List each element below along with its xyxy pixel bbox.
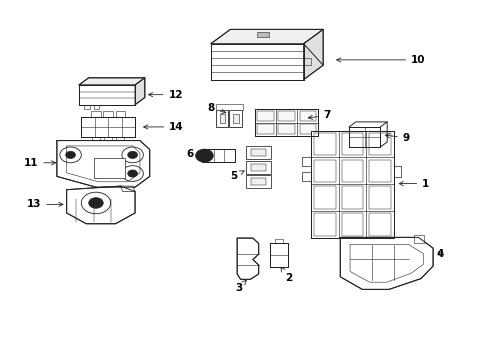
Bar xyxy=(233,114,239,123)
Bar xyxy=(216,110,228,127)
Bar xyxy=(257,125,273,134)
Text: 6: 6 xyxy=(187,149,202,159)
Bar xyxy=(342,186,364,209)
Circle shape xyxy=(66,151,75,158)
Bar xyxy=(246,146,271,159)
Bar xyxy=(94,105,99,109)
Text: 1: 1 xyxy=(399,179,429,189)
Text: 13: 13 xyxy=(26,199,63,210)
Bar xyxy=(278,125,294,134)
Bar xyxy=(92,137,100,142)
Bar xyxy=(314,133,336,155)
Text: 14: 14 xyxy=(144,122,184,132)
Bar xyxy=(251,178,266,185)
Polygon shape xyxy=(202,149,235,162)
Polygon shape xyxy=(340,237,433,289)
Circle shape xyxy=(196,149,213,162)
Bar xyxy=(369,186,391,209)
Bar xyxy=(369,213,391,236)
Text: 12: 12 xyxy=(148,90,183,100)
Text: 9: 9 xyxy=(386,133,410,143)
Bar xyxy=(94,158,125,178)
Bar xyxy=(91,111,101,117)
Circle shape xyxy=(68,153,73,157)
Text: 4: 4 xyxy=(437,248,444,258)
Bar xyxy=(216,104,243,110)
Text: 7: 7 xyxy=(308,111,331,121)
Bar xyxy=(275,239,283,243)
Polygon shape xyxy=(311,131,394,238)
Text: 2: 2 xyxy=(281,267,293,283)
Bar xyxy=(414,235,424,243)
Polygon shape xyxy=(121,186,135,192)
Circle shape xyxy=(128,151,138,158)
Polygon shape xyxy=(304,58,311,65)
Bar xyxy=(84,105,90,109)
Bar xyxy=(251,149,266,156)
Bar xyxy=(342,213,364,236)
Polygon shape xyxy=(255,109,318,136)
Bar xyxy=(246,161,271,174)
Circle shape xyxy=(128,170,138,177)
Text: 11: 11 xyxy=(24,158,56,168)
Bar xyxy=(342,159,364,182)
Bar xyxy=(314,159,336,182)
Bar xyxy=(246,175,271,188)
Polygon shape xyxy=(79,85,135,105)
Bar xyxy=(299,125,316,134)
Bar xyxy=(314,213,336,236)
Text: 5: 5 xyxy=(231,171,244,181)
Polygon shape xyxy=(79,78,145,85)
Bar xyxy=(257,111,273,121)
Polygon shape xyxy=(211,44,304,80)
Bar xyxy=(369,133,391,155)
Circle shape xyxy=(89,198,103,208)
Bar xyxy=(369,159,391,182)
Polygon shape xyxy=(349,127,380,147)
Polygon shape xyxy=(237,238,259,279)
Bar xyxy=(342,133,364,155)
Bar xyxy=(116,111,125,117)
Text: 10: 10 xyxy=(337,55,426,65)
Polygon shape xyxy=(270,243,288,267)
Polygon shape xyxy=(135,78,145,105)
Bar xyxy=(251,163,266,171)
Polygon shape xyxy=(67,186,135,224)
Circle shape xyxy=(130,153,135,157)
Bar xyxy=(103,111,113,117)
Bar xyxy=(302,157,311,166)
Circle shape xyxy=(130,172,135,175)
Bar xyxy=(299,111,316,121)
Bar xyxy=(220,114,225,123)
Bar xyxy=(104,137,112,142)
Polygon shape xyxy=(81,117,135,137)
Bar xyxy=(117,137,124,142)
Polygon shape xyxy=(211,30,323,44)
Bar xyxy=(314,186,336,209)
Polygon shape xyxy=(257,32,270,37)
Bar xyxy=(394,166,401,177)
Text: 8: 8 xyxy=(207,103,226,113)
Bar xyxy=(302,172,311,181)
Polygon shape xyxy=(304,30,323,80)
Polygon shape xyxy=(57,140,150,187)
Bar xyxy=(229,110,242,127)
Text: 3: 3 xyxy=(236,280,246,293)
Bar xyxy=(278,111,294,121)
